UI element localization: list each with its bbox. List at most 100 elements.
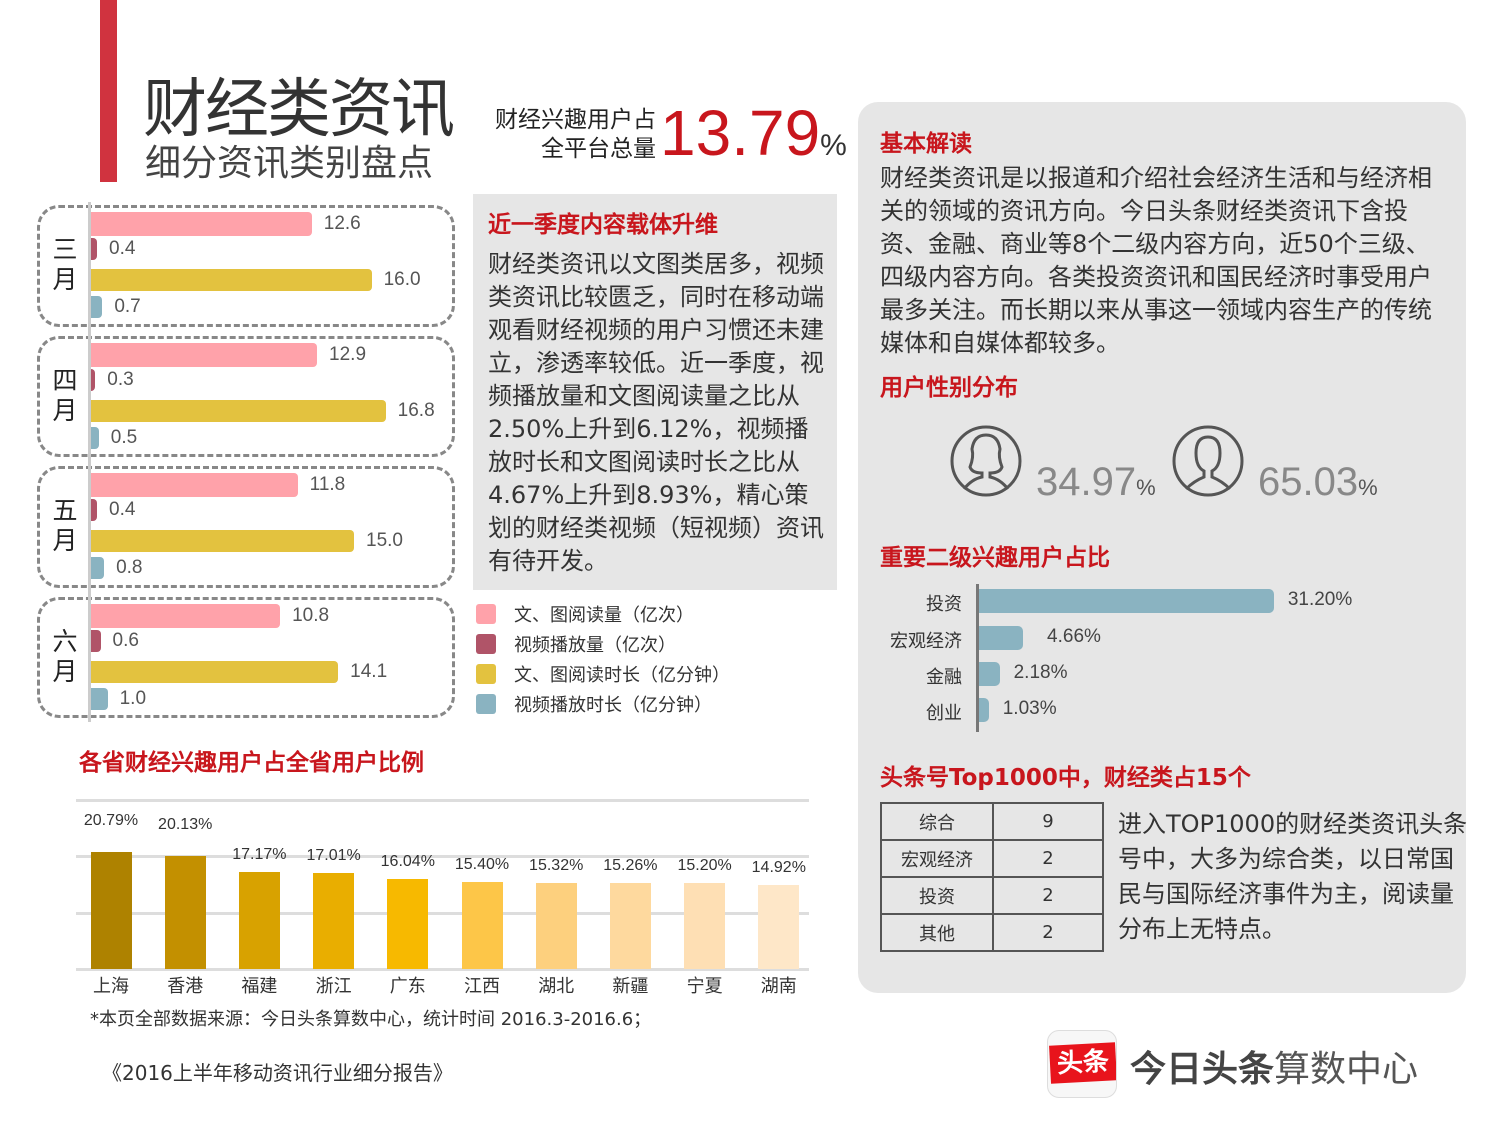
category-label: 上海	[93, 976, 129, 997]
bar-value-label: 16.04%	[380, 852, 435, 870]
category-label: 浙江	[315, 976, 352, 997]
month-label: 三月	[50, 235, 80, 295]
bar	[90, 343, 318, 367]
bar-value-label: 20.79%	[83, 811, 139, 829]
gridline	[76, 799, 809, 803]
month-label-char: 月	[52, 265, 78, 294]
logo-text: 今日头条算数中心	[1130, 1040, 1418, 1092]
month-group	[37, 466, 455, 588]
category-label: 福建	[241, 976, 278, 997]
basic-title: 基本解读	[880, 131, 972, 157]
data-source-note: *本页全部数据来源：今日头条算数中心，统计时间 2016.3-2016.6；	[90, 1009, 652, 1030]
table-row: 宏观经济 2	[880, 839, 1104, 878]
female-share-value: 34.97	[1036, 460, 1137, 504]
bar	[90, 296, 103, 318]
table-row: 其他 2	[880, 913, 1104, 952]
bar	[90, 427, 99, 449]
month-group	[37, 597, 455, 718]
bar-value-label: 15.40%	[454, 856, 510, 874]
bar-value-label: 12.9	[329, 344, 367, 365]
bar-value-label: 15.0	[366, 530, 403, 551]
page-subtitle: 细分资讯类别盘点	[145, 143, 434, 184]
bar-value-label: 16.8	[397, 400, 435, 421]
bar-value-label: 15.20%	[677, 857, 732, 875]
bar	[609, 883, 651, 969]
bar-value-label: 2.18%	[1013, 662, 1068, 683]
bar	[90, 530, 354, 552]
gridline	[76, 911, 809, 915]
bar-value-label: 17.01%	[306, 847, 361, 865]
bar	[90, 238, 98, 260]
legend-item: 视频播放时长（亿分钟）	[476, 693, 712, 716]
share-number: 13.79	[660, 97, 821, 169]
table-row: 投资 2	[880, 876, 1104, 915]
month-label-char: 四	[52, 366, 78, 395]
bar	[313, 873, 355, 969]
bar-value-label: 15.32%	[529, 856, 584, 874]
bar-value-label: 1.0	[119, 688, 147, 709]
share-label: 财经兴趣用户占 全平台总量	[470, 106, 656, 164]
bar-value-label: 17.17%	[232, 846, 287, 864]
category-label: 宏观经济	[890, 631, 962, 652]
bar	[90, 212, 312, 236]
share-label-line1: 财经兴趣用户占	[495, 107, 656, 133]
category-label: 宁夏	[686, 976, 723, 997]
month-group	[37, 205, 455, 327]
bar-value-label: 10.8	[292, 605, 330, 626]
province-chart-title: 各省财经兴趣用户占全省用户比例	[79, 750, 424, 776]
table-cell-count: 2	[992, 913, 1104, 952]
category-label: 江西	[464, 976, 500, 997]
legend-label: 文、图阅读量（亿次）	[514, 605, 694, 626]
bar	[979, 698, 989, 722]
bar-value-label: 0.5	[110, 427, 138, 448]
month-label: 五月	[50, 496, 80, 556]
table-cell-category: 投资	[880, 876, 994, 915]
bar	[238, 872, 280, 969]
bar	[684, 883, 726, 969]
gridline	[76, 855, 809, 859]
basic-body: 财经类资讯是以报道和介绍社会经济生活和与经济相关的领域的资讯方向。今日头条财经类…	[880, 164, 1432, 357]
bar	[90, 473, 298, 497]
table-cell-count: 9	[992, 802, 1104, 841]
table-cell-category: 综合	[880, 802, 994, 841]
bar	[535, 882, 577, 969]
bar	[90, 630, 101, 652]
female-share: 34.97%	[1036, 460, 1156, 505]
category-label: 湖南	[760, 976, 797, 997]
bar-value-label: 16.0	[383, 269, 421, 290]
category-label: 香港	[167, 976, 204, 997]
legend-item: 文、图阅读时长（亿分钟）	[476, 663, 730, 686]
gender-title: 用户性别分布	[880, 375, 1018, 401]
bar-value-label: 0.3	[107, 369, 134, 390]
category-label: 湖北	[538, 976, 575, 997]
content-upgrade-body: 财经类资讯以文图类居多，视频类资讯比较匮乏，同时在移动端观看财经视频的用户习惯还…	[488, 250, 824, 575]
table-cell-count: 2	[992, 876, 1104, 915]
female-share-unit: %	[1136, 475, 1156, 500]
gridline	[76, 968, 809, 971]
month-label-char: 三	[52, 235, 78, 264]
bar	[164, 855, 206, 969]
legend-label: 文、图阅读时长（亿分钟）	[514, 665, 730, 686]
top1000-title: 头条号Top1000中，财经类占15个	[880, 765, 1251, 791]
bar-value-label: 11.8	[309, 474, 346, 495]
bar-value-label: 15.26%	[603, 857, 658, 875]
legend-item: 文、图阅读量（亿次）	[476, 603, 694, 626]
logo-text-bold: 今日头条	[1130, 1049, 1275, 1090]
table-cell-count: 2	[992, 839, 1104, 878]
toutiao-logo-icon: 头条	[1047, 1030, 1117, 1098]
bar-value-label: 31.20%	[1287, 589, 1353, 610]
male-share-value: 65.03	[1258, 460, 1359, 504]
bar-value-label: 1.03%	[1002, 698, 1057, 719]
bar-value-label: 14.1	[350, 661, 388, 682]
content-upgrade-title: 近一季度内容载体升维	[488, 212, 718, 238]
category-label: 投资	[926, 594, 962, 615]
page-title: 财经类资讯	[143, 73, 455, 147]
bar-value-label: 0.4	[109, 238, 136, 259]
month-label-char: 月	[52, 526, 78, 555]
interest-axis	[976, 584, 979, 732]
top1000-body: 进入TOP1000的财经类资讯头条号中，大多为综合类，以日常国民与国际经济事件为…	[1118, 810, 1468, 943]
bar-value-label: 14.92%	[751, 859, 806, 876]
bar	[90, 269, 372, 291]
share-value: 13.79%	[660, 96, 847, 170]
title-accent-bar	[100, 0, 117, 182]
